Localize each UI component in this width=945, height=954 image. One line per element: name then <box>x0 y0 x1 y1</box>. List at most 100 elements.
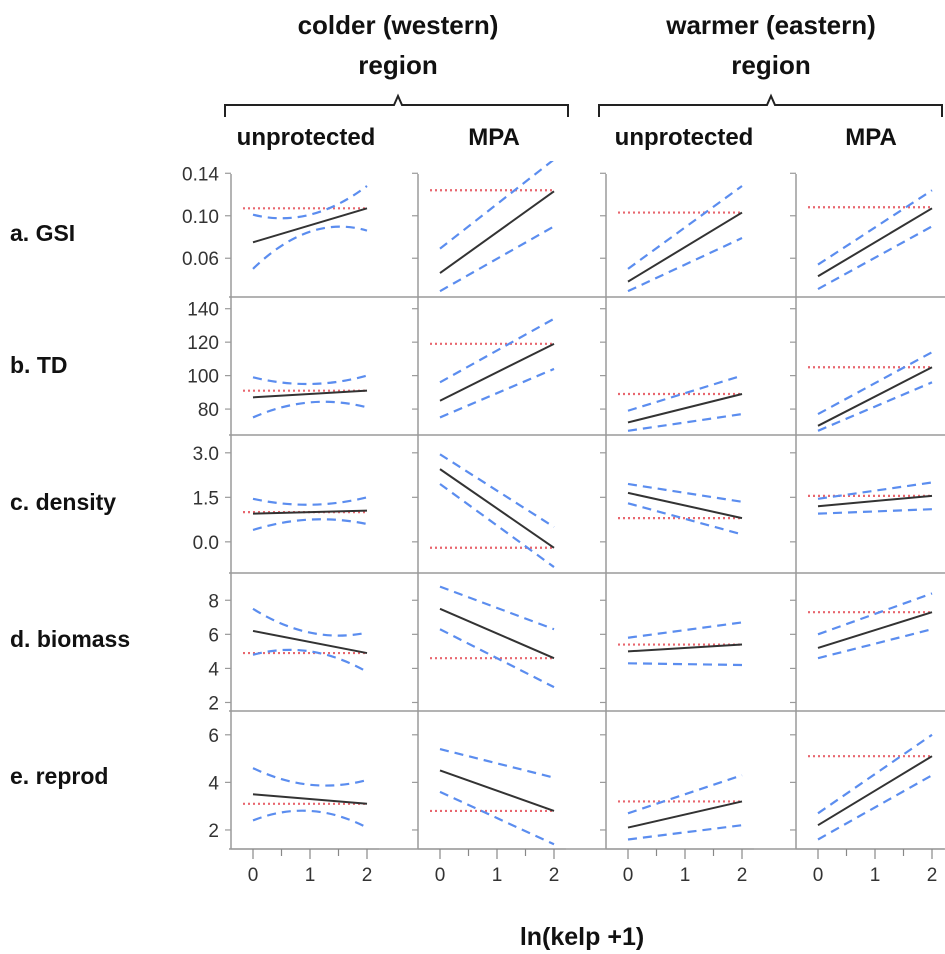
column-label-cold-mpa: MPA <box>468 124 520 151</box>
fit-line <box>817 494 933 508</box>
ci-lower-line <box>817 508 933 515</box>
ci-upper-line <box>439 585 555 631</box>
ci-lower-line <box>439 483 555 568</box>
x-tick-label: 1 <box>305 865 316 886</box>
y-tick-label: 2 <box>208 693 219 714</box>
fit-line <box>439 342 555 402</box>
x-tick-label: 1 <box>680 865 691 886</box>
y-tick-label: 8 <box>208 591 219 612</box>
y-tick-label: 80 <box>198 400 219 421</box>
x-tick-label: 0 <box>813 865 824 886</box>
y-tick-label: 2 <box>208 821 219 842</box>
x-tick-label: 2 <box>362 865 373 886</box>
fit-line <box>252 389 368 399</box>
y-tick-label: 0.14 <box>182 164 219 185</box>
y-tick-label: 1.5 <box>193 488 219 509</box>
fit-line <box>627 643 743 653</box>
ci-lower-line <box>627 824 743 841</box>
ci-upper-line <box>252 185 368 220</box>
row-label-td: b. TD <box>10 352 68 378</box>
y-tick-label: 0.06 <box>182 249 219 270</box>
ci-lower-line <box>252 225 368 270</box>
y-tick-label: 3.0 <box>193 444 219 465</box>
fit-line <box>627 800 743 829</box>
fit-line <box>252 509 368 515</box>
region-title-warm-line2: region <box>731 50 810 80</box>
ci-upper-line <box>439 453 555 528</box>
region-title-warm-line1: warmer (eastern) <box>665 10 876 40</box>
row-label-density: c. density <box>10 489 116 515</box>
x-tick-label: 2 <box>927 865 938 886</box>
x-tick-label: 0 <box>435 865 446 886</box>
ci-upper-line <box>817 733 933 815</box>
column-label-warm-unprotected: unprotected <box>615 124 754 151</box>
y-tick-label: 140 <box>187 300 219 321</box>
row-label-reprod: e. reprod <box>10 763 108 789</box>
x-tick-label: 0 <box>248 865 259 886</box>
fit-line <box>439 769 555 812</box>
fit-line <box>252 793 368 805</box>
ci-lower-line <box>627 662 743 667</box>
fit-line <box>817 755 933 827</box>
fit-line <box>817 611 933 649</box>
ci-lower-line <box>627 502 743 536</box>
fit-line <box>252 629 368 655</box>
row-label-gsi: a. GSI <box>10 220 75 246</box>
ci-upper-line <box>817 189 933 266</box>
ci-upper-line <box>252 496 368 506</box>
ci-upper-line <box>627 774 743 815</box>
x-tick-label: 2 <box>737 865 748 886</box>
fit-line <box>627 491 743 520</box>
column-label-cold-unprotected: unprotected <box>237 124 376 151</box>
y-tick-label: 6 <box>208 625 219 646</box>
ci-upper-line <box>439 748 555 779</box>
x-axis-label: ln(kelp +1) <box>520 923 644 951</box>
region-brace-cold <box>224 93 569 117</box>
y-tick-label: 120 <box>187 333 219 354</box>
ci-upper-line <box>627 621 743 639</box>
ci-upper-line <box>817 481 933 500</box>
y-tick-label: 4 <box>208 773 219 794</box>
y-tick-label: 0.10 <box>182 207 219 228</box>
ci-lower-line <box>817 381 933 432</box>
ci-lower-line <box>439 628 555 689</box>
row-label-biomass: d. biomass <box>10 626 130 652</box>
ci-upper-line <box>817 592 933 636</box>
ci-lower-line <box>439 225 555 293</box>
fit-line <box>817 366 933 427</box>
fit-line <box>439 190 555 274</box>
ci-upper-line <box>252 767 368 787</box>
ci-lower-line <box>252 400 368 419</box>
region-title-cold-line2: region <box>358 50 437 80</box>
y-tick-label: 4 <box>208 659 219 680</box>
x-tick-label: 0 <box>623 865 634 886</box>
fit-line <box>252 207 368 244</box>
ci-lower-line <box>817 774 933 841</box>
ci-upper-line <box>817 351 933 416</box>
ci-upper-line <box>439 317 555 384</box>
column-label-warm-mpa: MPA <box>845 124 897 151</box>
ci-upper-line <box>252 374 368 386</box>
fit-line <box>627 393 743 424</box>
y-tick-label: 0.0 <box>193 533 219 554</box>
ci-upper-line <box>627 374 743 412</box>
fit-line <box>627 211 743 283</box>
x-tick-label: 1 <box>870 865 881 886</box>
x-tick-label: 2 <box>549 865 560 886</box>
region-brace-warm <box>598 93 943 117</box>
fit-line <box>439 468 555 549</box>
y-tick-label: 100 <box>187 367 219 388</box>
x-tick-label: 1 <box>492 865 503 886</box>
ci-upper-line <box>627 185 743 270</box>
ci-lower-line <box>817 628 933 660</box>
ci-upper-line <box>627 482 743 503</box>
y-tick-label: 6 <box>208 726 219 747</box>
fit-line <box>817 207 933 278</box>
ci-lower-line <box>252 809 368 829</box>
ci-upper-line <box>252 607 368 637</box>
ci-lower-line <box>439 790 555 846</box>
region-title-cold-line1: colder (western) <box>298 10 499 40</box>
ci-lower-line <box>439 367 555 419</box>
ci-upper-line <box>439 161 554 250</box>
